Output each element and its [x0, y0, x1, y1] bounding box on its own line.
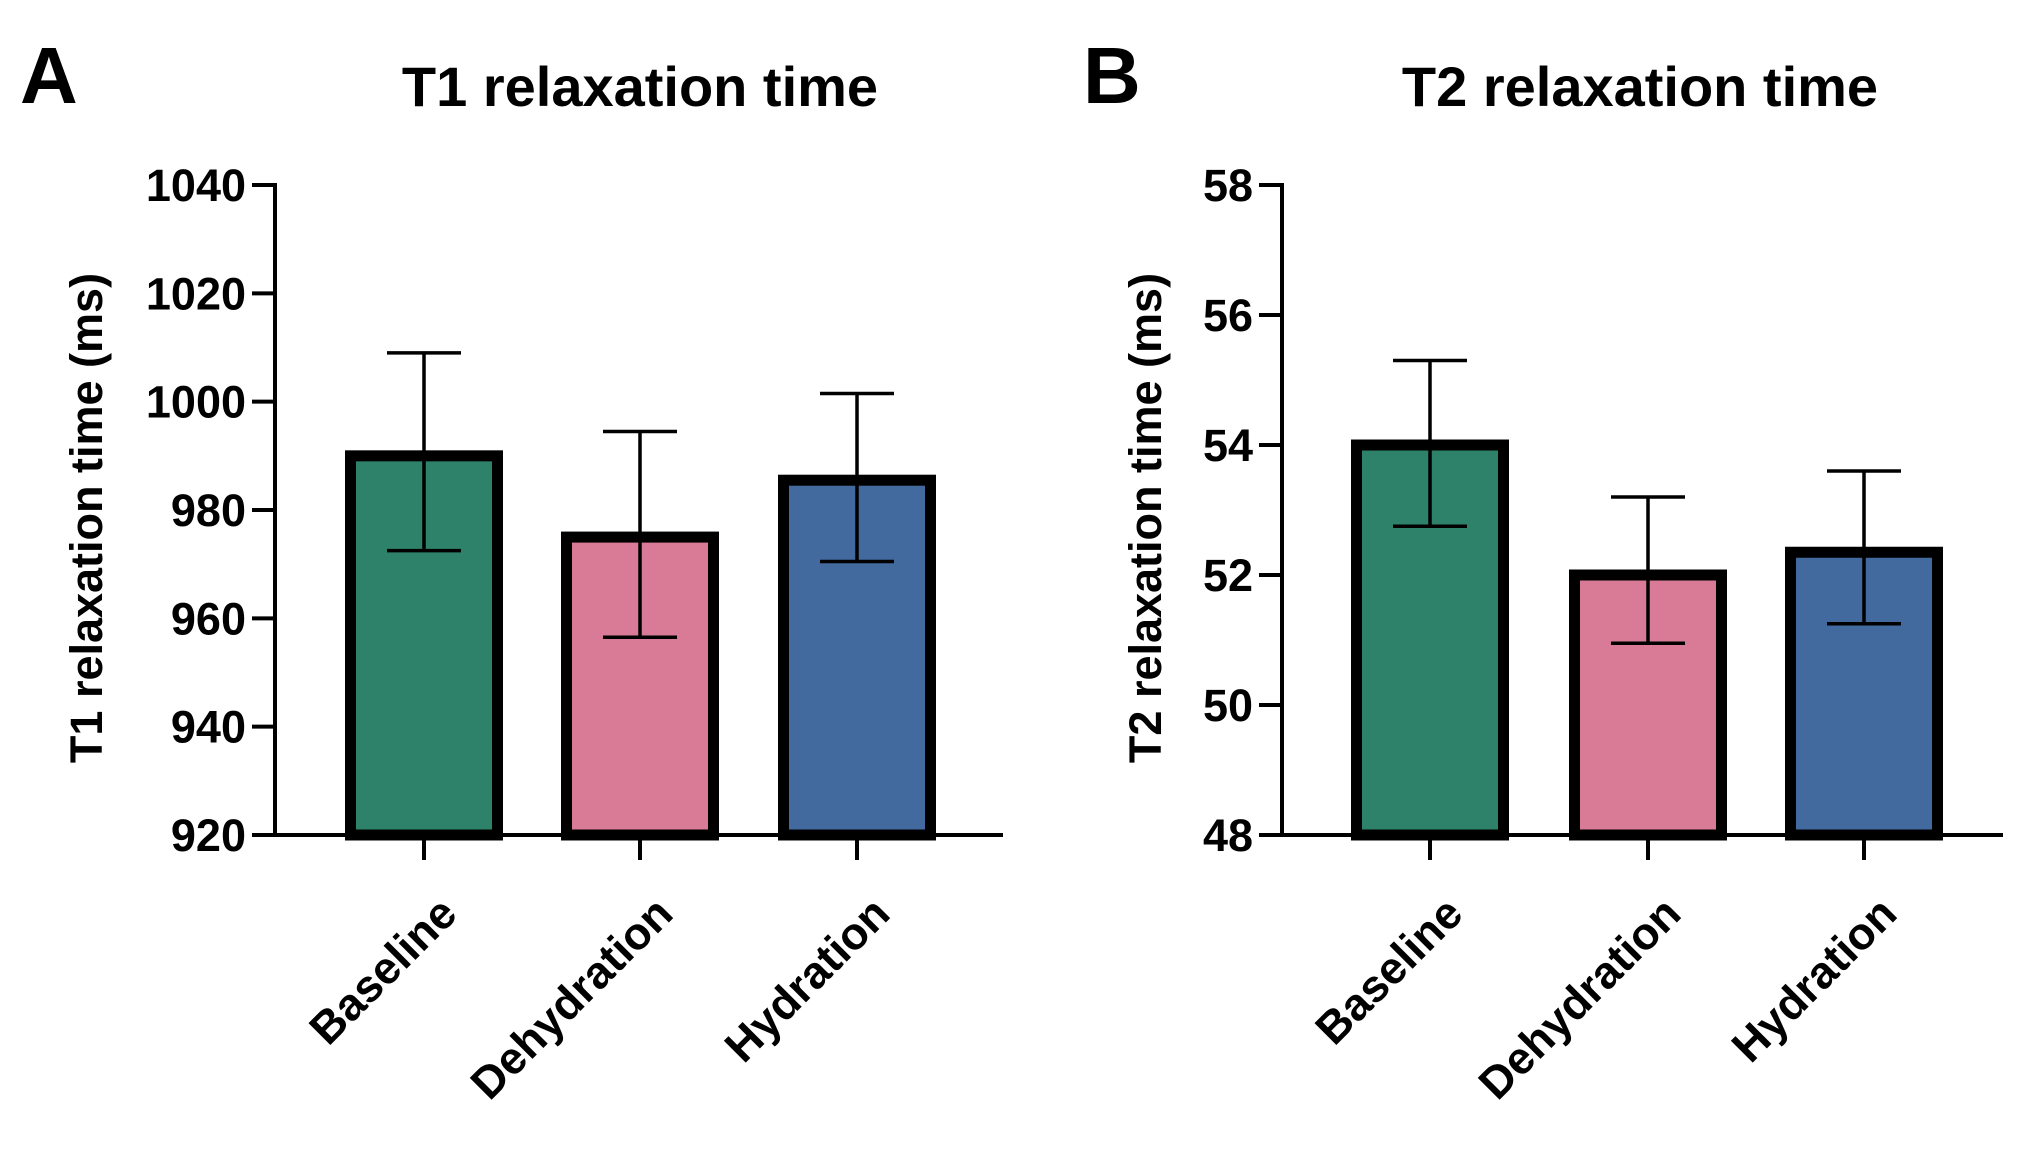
error-bar-t1-hydration [820, 391, 894, 564]
y-axis-label-t2: T2 relaxation time (ms) [1120, 273, 1171, 763]
y-axis-label-t1: T1 relaxation time (ms) [61, 273, 112, 763]
y-tick-label-t1-1040: 1040 [146, 160, 246, 211]
y-tick-label-t2-54: 54 [1203, 420, 1253, 471]
y-tick-label-t1-920: 920 [171, 810, 246, 861]
x-tick-label-t1-hydration: Hydration [715, 887, 900, 1072]
y-tick-label-t2-56: 56 [1203, 290, 1253, 341]
error-bar-t1-dehydration [603, 429, 677, 640]
panel-letter-b: B [1083, 31, 1141, 120]
y-tick-label-t1-980: 980 [171, 485, 246, 536]
y-tick-label-t1-940: 940 [171, 702, 246, 753]
x-tick-label-t1-dehydration: Dehydration [461, 887, 683, 1109]
y-tick-label-t2-52: 52 [1203, 550, 1253, 601]
x-tick-label-t1-baseline: Baseline [299, 887, 466, 1054]
panel-letter-a: A [20, 31, 78, 120]
y-tick-label-t1-1000: 1000 [146, 377, 246, 428]
error-bar-t1-baseline [387, 351, 461, 553]
panel-a: A T1 relaxation time T1 relaxation time … [20, 31, 1003, 1109]
error-bar-t2-dehydration [1611, 495, 1685, 645]
y-tick-label-t2-50: 50 [1203, 680, 1253, 731]
y-tick-label-t2-58: 58 [1203, 160, 1253, 211]
x-tick-label-t2-dehydration: Dehydration [1469, 887, 1691, 1109]
error-bar-t2-baseline [1393, 358, 1467, 528]
x-tick-label-t2-baseline: Baseline [1305, 887, 1472, 1054]
y-tick-label-t1-960: 960 [171, 593, 246, 644]
panel-b: B T2 relaxation time T2 relaxation time … [1083, 31, 2003, 1109]
y-tick-label-t2-48: 48 [1203, 810, 1253, 861]
error-bar-t2-hydration [1827, 469, 1901, 626]
plot-area-t1: 920 940 960 980 1000 1020 1040 BaselineDehydrat… [146, 160, 1003, 1109]
chart-title-t2: T2 relaxation time [1402, 55, 1878, 118]
y-tick-label-t1-1020: 1020 [146, 268, 246, 319]
x-tick-label-t2-hydration: Hydration [1722, 887, 1907, 1072]
chart-title-t1: T1 relaxation time [402, 55, 878, 118]
